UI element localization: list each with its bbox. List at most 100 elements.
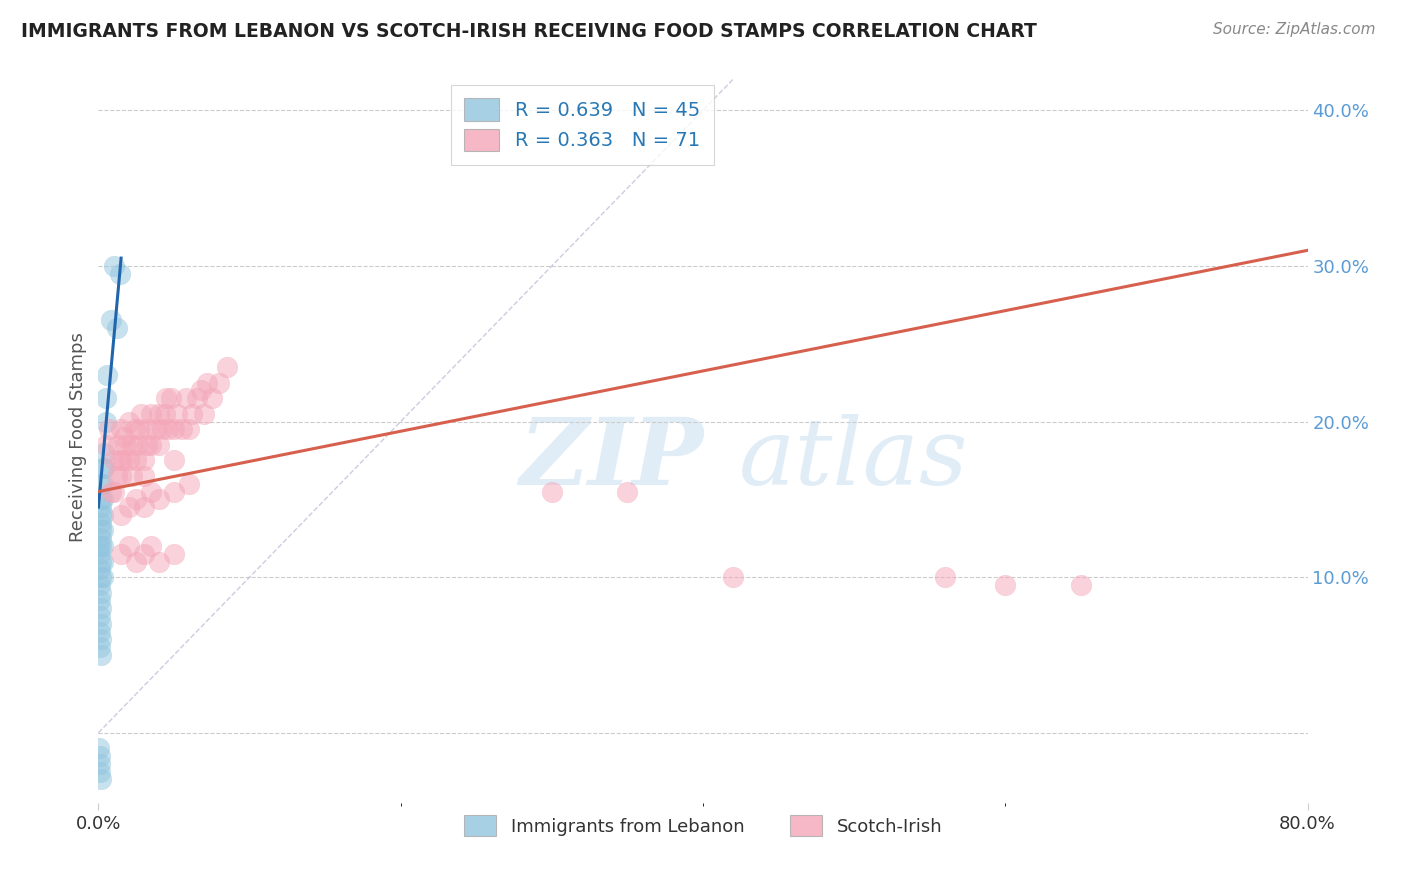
Point: [208, 376, 231, 390]
Point: [540, 484, 562, 499]
Point: [91, 508, 114, 522]
Point: [118, 539, 141, 553]
Point: [89, 562, 111, 576]
Point: [96, 368, 118, 382]
Point: [195, 376, 218, 390]
Point: [91, 539, 114, 553]
Point: [112, 430, 135, 444]
Point: [90, 616, 112, 631]
Point: [103, 484, 125, 499]
Point: [110, 508, 132, 522]
Point: [90, 772, 112, 787]
Point: [94, 391, 117, 405]
Point: [994, 578, 1017, 592]
Point: [215, 359, 238, 374]
Point: [160, 391, 183, 405]
Point: [93, 445, 115, 459]
Point: [91, 570, 114, 584]
Point: [181, 407, 204, 421]
Point: [174, 391, 197, 405]
Point: [103, 453, 125, 467]
Text: IMMIGRANTS FROM LEBANON VS SCOTCH-IRISH RECEIVING FOOD STAMPS CORRELATION CHART: IMMIGRANTS FROM LEBANON VS SCOTCH-IRISH …: [21, 22, 1038, 41]
Point: [91, 461, 114, 475]
Point: [100, 484, 122, 499]
Point: [155, 391, 177, 405]
Point: [129, 407, 152, 421]
Point: [163, 453, 186, 467]
Point: [90, 524, 112, 538]
Point: [125, 555, 148, 569]
Point: [723, 570, 745, 584]
Point: [141, 484, 163, 499]
Point: [190, 384, 212, 398]
Point: [132, 469, 155, 483]
Point: [90, 585, 112, 599]
Point: [124, 422, 146, 436]
Point: [105, 321, 128, 335]
Point: [90, 531, 112, 545]
Point: [118, 415, 141, 429]
Point: [128, 422, 150, 436]
Point: [108, 453, 131, 467]
Text: Source: ZipAtlas.com: Source: ZipAtlas.com: [1212, 22, 1375, 37]
Point: [94, 415, 117, 429]
Point: [127, 438, 149, 452]
Legend: Immigrants from Lebanon, Scotch-Irish: Immigrants from Lebanon, Scotch-Irish: [451, 803, 955, 848]
Point: [193, 407, 215, 421]
Point: [90, 601, 112, 615]
Point: [118, 453, 141, 467]
Point: [141, 407, 163, 421]
Point: [89, 749, 111, 764]
Point: [163, 547, 186, 561]
Point: [616, 484, 638, 499]
Point: [166, 407, 188, 421]
Point: [105, 469, 128, 483]
Point: [132, 547, 155, 561]
Point: [136, 422, 159, 436]
Text: atlas: atlas: [740, 414, 969, 504]
Point: [107, 438, 129, 452]
Point: [121, 469, 143, 483]
Point: [93, 461, 115, 475]
Point: [89, 609, 111, 624]
Point: [132, 500, 155, 515]
Point: [90, 508, 112, 522]
Point: [91, 492, 114, 507]
Point: [179, 422, 201, 436]
Point: [156, 422, 179, 436]
Point: [135, 438, 157, 452]
Point: [89, 593, 111, 607]
Y-axis label: Receiving Food Stamps: Receiving Food Stamps: [69, 332, 87, 542]
Point: [91, 524, 114, 538]
Point: [114, 438, 136, 452]
Text: ZIP: ZIP: [519, 414, 703, 504]
Point: [148, 438, 170, 452]
Point: [1070, 578, 1092, 592]
Point: [170, 422, 193, 436]
Point: [145, 422, 167, 436]
Point: [90, 492, 112, 507]
Point: [125, 453, 148, 467]
Point: [89, 539, 111, 553]
Point: [108, 267, 131, 281]
Point: [90, 539, 112, 553]
Point: [125, 492, 148, 507]
Point: [90, 516, 112, 530]
Point: [90, 570, 112, 584]
Point: [111, 453, 134, 467]
Point: [163, 484, 186, 499]
Point: [121, 438, 143, 452]
Point: [90, 500, 112, 515]
Point: [132, 453, 155, 467]
Point: [100, 313, 122, 327]
Point: [150, 422, 173, 436]
Point: [153, 407, 176, 421]
Point: [148, 407, 170, 421]
Point: [90, 648, 112, 662]
Point: [90, 632, 112, 647]
Point: [89, 640, 111, 655]
Point: [163, 422, 186, 436]
Point: [148, 555, 170, 569]
Point: [91, 555, 114, 569]
Point: [98, 422, 121, 436]
